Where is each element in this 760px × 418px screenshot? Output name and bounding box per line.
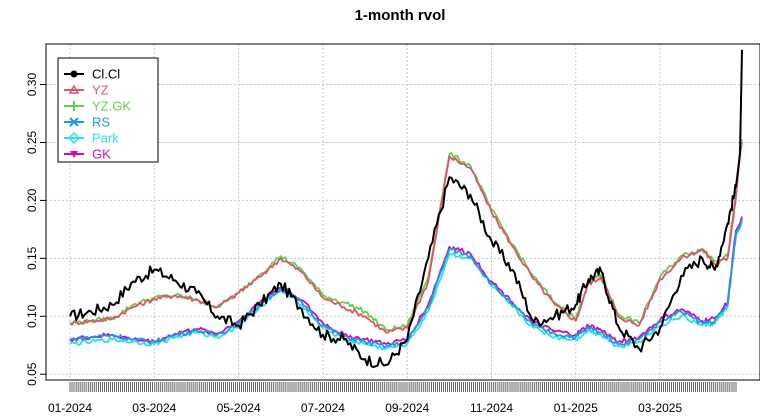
- legend-marker: [67, 131, 81, 145]
- y-axis: 0.05 0.10 0.15 0.20 0.25 0.30: [25, 73, 46, 386]
- legend-label: YZ: [92, 83, 109, 98]
- x-tick-label: 03-2024: [132, 401, 176, 415]
- legend-label: Park: [92, 131, 119, 146]
- legend-label: YZ.GK: [92, 99, 131, 114]
- legend-marker: [70, 70, 78, 78]
- chart-title: 1-month rvol: [355, 7, 446, 24]
- x-tick-label: 07-2024: [301, 401, 345, 415]
- x-minor-ticks: [69, 382, 737, 392]
- x-tick-label: 01-2025: [554, 401, 598, 415]
- y-tick-label: 0.15: [25, 246, 39, 270]
- plot-frame: [45, 43, 760, 381]
- x-tick-label: 03-2025: [638, 401, 682, 415]
- x-tick-label: 01-2024: [48, 401, 92, 415]
- x-tick-label: 05-2024: [217, 401, 261, 415]
- x-tick-label: 09-2024: [385, 401, 429, 415]
- x-tick-label: 11-2024: [470, 401, 513, 415]
- series-line-yz-gk: [69, 138, 743, 332]
- legend-label: Cl.Cl: [92, 67, 120, 82]
- y-tick-label: 0.20: [25, 188, 39, 212]
- series-line-yz: [69, 142, 743, 334]
- legend-marker: [69, 117, 79, 127]
- legend-label: GK: [92, 147, 111, 162]
- y-tick-label: 0.30: [25, 73, 39, 97]
- series-lines: [69, 49, 743, 368]
- series-line-park: [69, 221, 743, 351]
- series-line-cl-cl: [69, 49, 743, 368]
- legend-label: RS: [92, 115, 110, 130]
- y-tick-label: 0.10: [25, 304, 39, 328]
- legend-marker: [68, 84, 80, 94]
- legend-marker: [70, 151, 78, 158]
- series-line-gk: [69, 216, 743, 346]
- series-line-rs: [69, 218, 743, 349]
- x-axis: 01-2024 03-2024 05-2024 07-2024 09-2024 11-20…: [48, 382, 737, 415]
- legend-marker: [70, 101, 78, 111]
- y-tick-label: 0.05: [25, 362, 39, 386]
- y-tick-label: 0.25: [25, 130, 39, 154]
